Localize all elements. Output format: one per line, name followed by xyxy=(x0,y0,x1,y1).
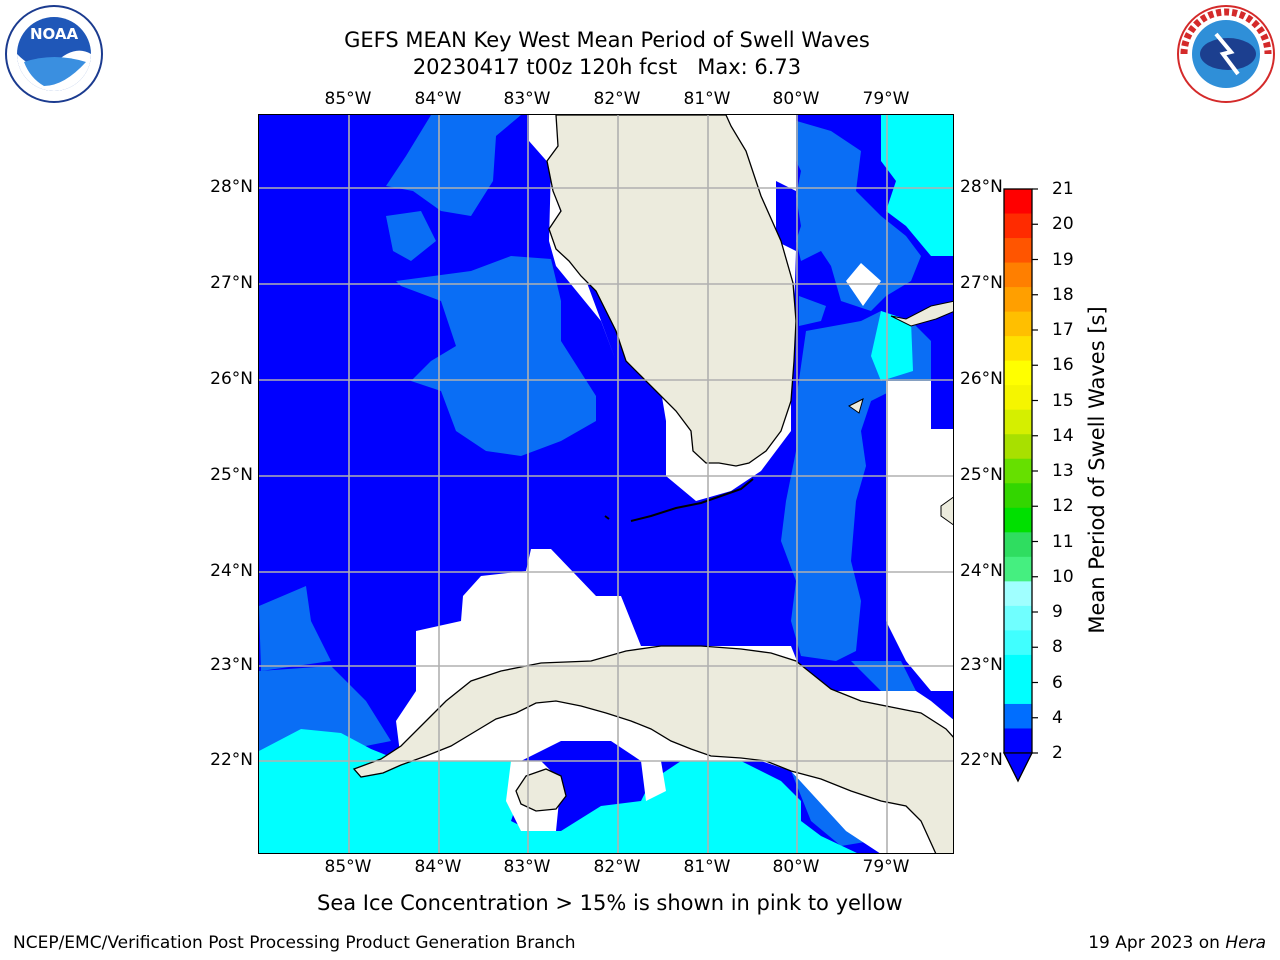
colorbar-segment xyxy=(1004,507,1032,533)
lat-label-right: 26°N xyxy=(960,369,1003,389)
lat-label-left: 22°N xyxy=(210,750,253,770)
colorbar-segments xyxy=(1004,189,1032,754)
footer-date: 19 Apr 2023 on Hera xyxy=(1088,933,1266,953)
florida-keys xyxy=(630,478,754,522)
lat-label-left: 28°N xyxy=(210,177,253,197)
footer-machine: Hera xyxy=(1225,933,1266,953)
lat-label-left: 24°N xyxy=(210,561,253,581)
lat-label-left: 27°N xyxy=(210,273,253,293)
colorbar-segment xyxy=(1004,532,1032,558)
colorbar-segment xyxy=(1004,630,1032,656)
colorbar-segment xyxy=(1004,434,1032,460)
colorbar-tick-label: 6 xyxy=(1052,672,1063,693)
colorbar-segment xyxy=(1004,189,1032,215)
colorbar-tick-label: 16 xyxy=(1052,355,1074,376)
lat-label-right: 28°N xyxy=(960,177,1003,197)
lat-label-right: 24°N xyxy=(960,561,1003,581)
colorbar-tick-label: 8 xyxy=(1052,637,1063,658)
graticule xyxy=(259,115,953,853)
footer-branch: NCEP/EMC/Verification Post Processing Pr… xyxy=(13,933,576,953)
lon-label-top: 82°W xyxy=(593,89,641,109)
lon-label-top: 85°W xyxy=(324,89,372,109)
colorbar-tick-label: 18 xyxy=(1052,284,1074,305)
colorbar-segment xyxy=(1004,238,1032,264)
lon-label-top: 84°W xyxy=(414,89,462,109)
colorbar-segment xyxy=(1004,654,1032,680)
colorbar-segment xyxy=(1004,458,1032,484)
lon-label-bottom: 83°W xyxy=(503,857,551,877)
lat-label-right: 27°N xyxy=(960,273,1003,293)
colorbar-tick-label: 9 xyxy=(1052,602,1063,622)
swell-period-map xyxy=(259,115,953,853)
colorbar-tick-label: 12 xyxy=(1052,496,1074,517)
chart-subtitle: 20230417 t00z 120h fcst Max: 6.73 xyxy=(412,55,802,79)
lat-label-left: 23°N xyxy=(210,655,253,675)
lat-label-left: 25°N xyxy=(210,465,253,485)
colorbar-tick-label: 10 xyxy=(1052,566,1074,587)
chart-title: GEFS MEAN Key West Mean Period of Swell … xyxy=(344,28,870,52)
footer-date-text: 19 Apr 2023 on xyxy=(1088,933,1226,953)
map-frame xyxy=(258,114,954,854)
lon-label-top: 79°W xyxy=(862,89,910,109)
lon-label-bottom: 84°W xyxy=(414,857,462,877)
colorbar-segment xyxy=(1004,385,1032,411)
cuba-land xyxy=(352,645,953,853)
colorbar-segment xyxy=(1004,679,1032,705)
lat-label-right: 22°N xyxy=(960,750,1003,770)
colorbar-segment xyxy=(1004,703,1032,729)
lat-label-right: 23°N xyxy=(960,655,1003,675)
lon-label-top: 80°W xyxy=(772,89,820,109)
colorbar-tick-label: 20 xyxy=(1052,214,1074,235)
colorbar-tick-label: 15 xyxy=(1052,390,1074,411)
grand-bahama xyxy=(890,300,953,327)
lon-label-top: 81°W xyxy=(683,89,731,109)
colorbar-segment xyxy=(1004,409,1032,435)
lat-label-right: 25°N xyxy=(960,465,1003,485)
colorbar-tick-label: 2 xyxy=(1052,743,1063,763)
colorbar-segment xyxy=(1004,360,1032,386)
colorbar-tick-label: 13 xyxy=(1052,461,1074,481)
colorbar xyxy=(1002,188,1038,783)
dry-tortugas xyxy=(604,515,610,520)
colorbar-tick-label: 4 xyxy=(1052,707,1063,728)
nws-logo xyxy=(1177,5,1275,103)
colorbar-tick-label: 11 xyxy=(1052,531,1074,552)
colorbar-tick-label: 17 xyxy=(1052,320,1074,340)
colorbar-tick-label: 21 xyxy=(1052,179,1074,199)
noaa-logo: NOAA xyxy=(5,5,103,103)
colorbar-tick-label: 14 xyxy=(1052,425,1074,446)
lat-label-left: 26°N xyxy=(210,369,253,389)
colorbar-label: Mean Period of Swell Waves [s] xyxy=(1085,306,1109,634)
colorbar-segment xyxy=(1004,287,1032,313)
colorbar-segment xyxy=(1004,581,1032,607)
lon-label-top: 83°W xyxy=(503,89,551,109)
andros-island xyxy=(940,496,953,526)
colorbar-segment xyxy=(1004,728,1032,754)
sea-ice-note: Sea Ice Concentration > 15% is shown in … xyxy=(317,891,903,915)
colorbar-segment xyxy=(1004,311,1032,337)
lon-label-bottom: 85°W xyxy=(324,857,372,877)
colorbar-segment xyxy=(1004,483,1032,509)
colorbar-segment xyxy=(1004,336,1032,362)
colorbar-segment xyxy=(1004,556,1032,582)
colorbar-segment xyxy=(1004,213,1032,239)
colorbar-tick-label: 19 xyxy=(1052,249,1074,270)
noaa-logo-text: NOAA xyxy=(30,25,79,43)
lon-label-bottom: 80°W xyxy=(772,857,820,877)
lon-label-bottom: 79°W xyxy=(862,857,910,877)
colorbar-segment xyxy=(1004,605,1032,631)
bimini xyxy=(848,398,864,414)
colorbar-extend-arrow xyxy=(1002,752,1034,783)
lon-label-bottom: 82°W xyxy=(593,857,641,877)
florida-land xyxy=(546,115,797,467)
colorbar-segment xyxy=(1004,262,1032,288)
lon-label-bottom: 81°W xyxy=(683,857,731,877)
